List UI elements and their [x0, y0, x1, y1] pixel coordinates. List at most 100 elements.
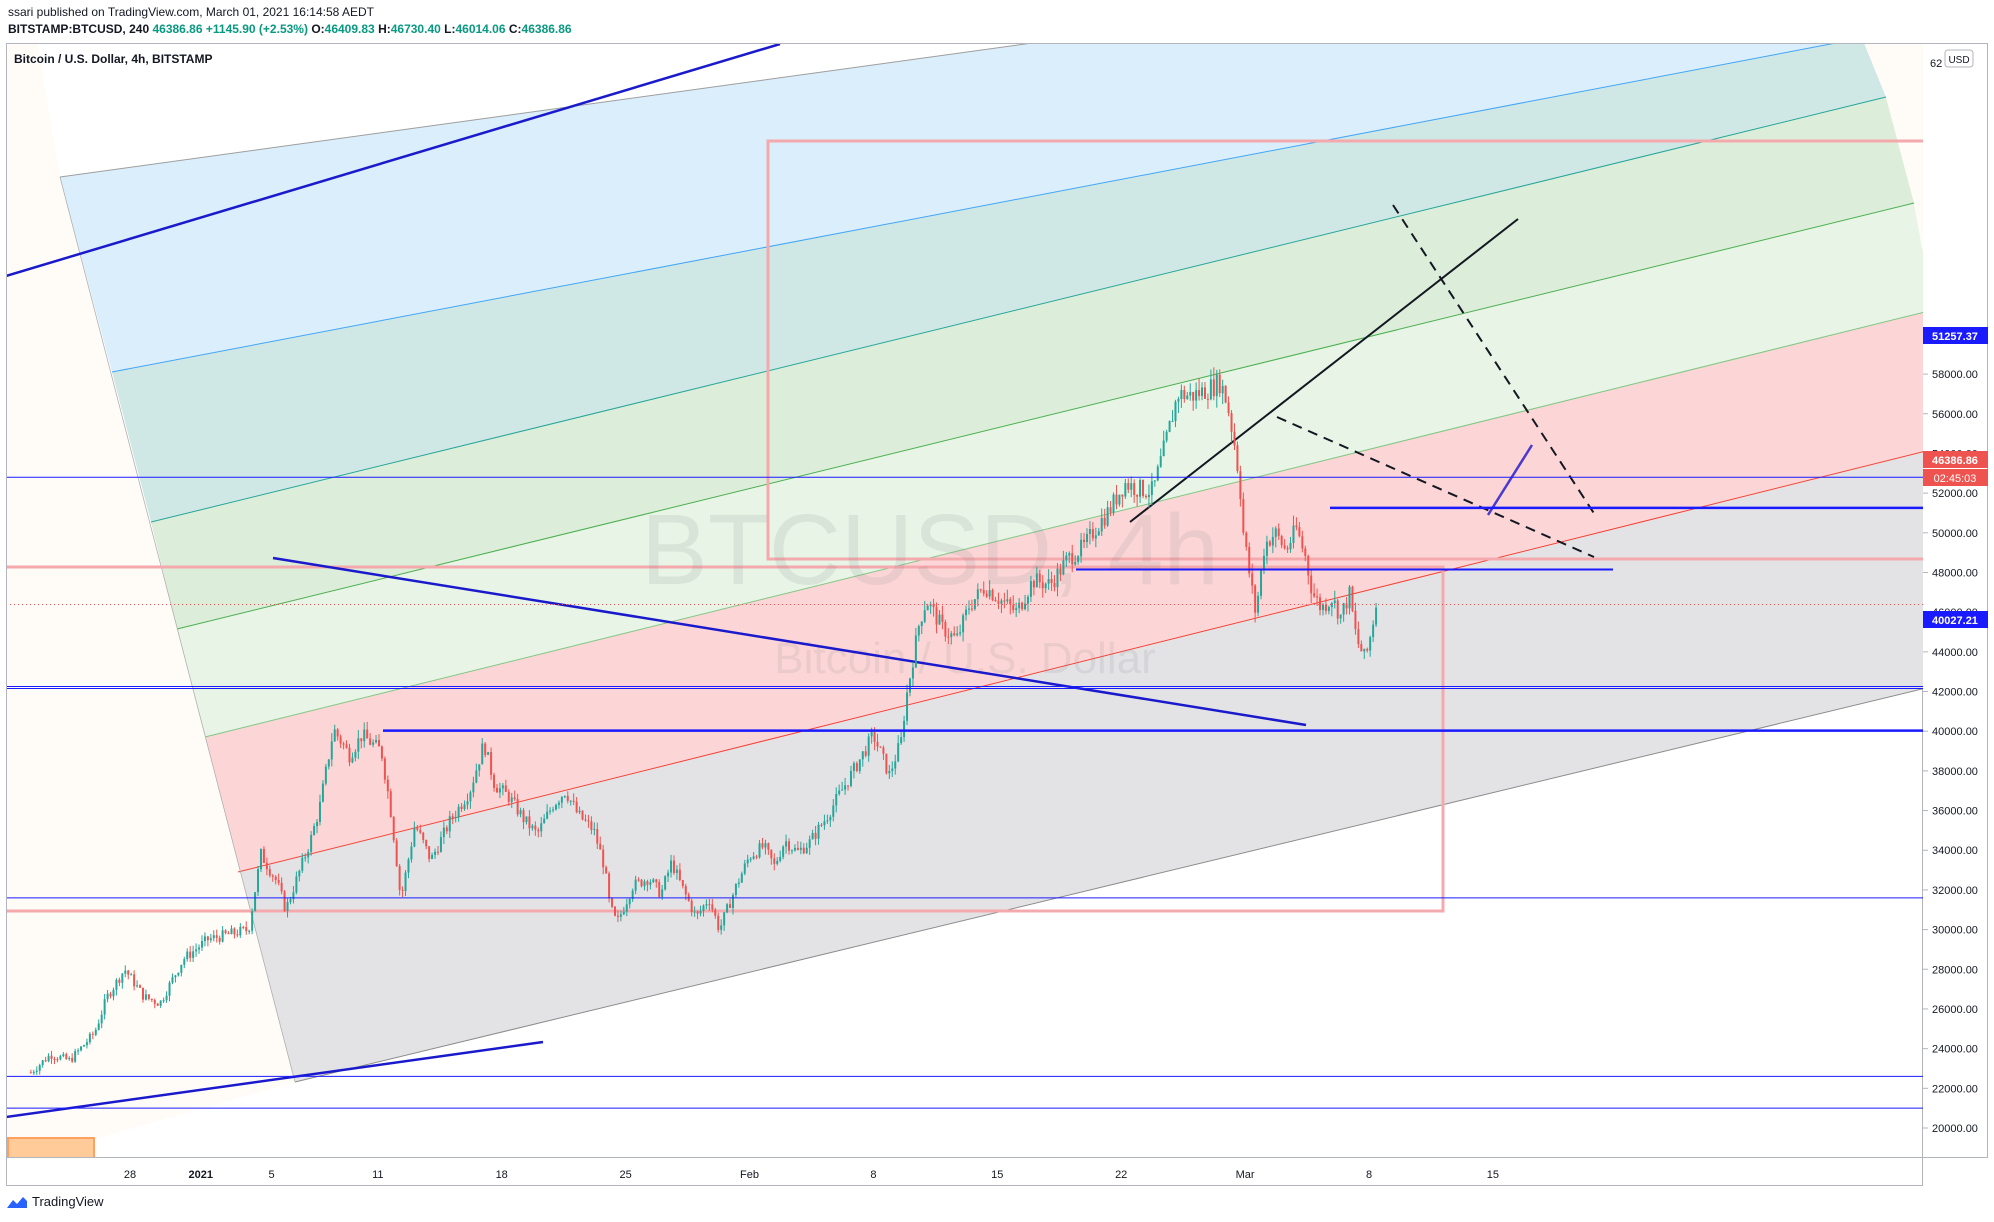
candle-body [484, 743, 487, 755]
candle-body [1050, 579, 1053, 584]
candle-body [1319, 597, 1322, 611]
candle-body [277, 880, 280, 883]
candle-body [826, 820, 829, 822]
trendline-top-left[interactable] [6, 44, 781, 278]
candle-body [236, 934, 239, 936]
candle-body [1283, 545, 1286, 549]
candle-body [1192, 392, 1195, 401]
candle-body [192, 951, 195, 958]
trendline-purple[interactable] [1486, 444, 1534, 516]
zone-rect-lower[interactable] [5, 565, 1445, 913]
candle-body [611, 897, 614, 907]
candle-body [77, 1050, 80, 1052]
candle-body [1301, 536, 1304, 549]
candle-body [29, 1072, 32, 1074]
low-value: 46014.06 [455, 22, 506, 36]
candle-body [215, 935, 218, 938]
trendline-dashed-upper[interactable] [1392, 204, 1598, 519]
channel-line-3[interactable] [176, 202, 1915, 630]
candle-body [357, 738, 360, 752]
candle-body [790, 850, 793, 852]
channel-line-5[interactable] [237, 445, 1950, 873]
candle-body [1142, 479, 1145, 496]
candle-body [1083, 539, 1086, 543]
candle-body [1029, 580, 1032, 597]
candle-body [649, 882, 652, 885]
candle-body [259, 849, 262, 870]
zone-rect-small[interactable] [7, 1137, 95, 1158]
channel-top-line[interactable] [59, 0, 1830, 178]
time-scale[interactable] [6, 1157, 1923, 1186]
candle-body [1215, 374, 1218, 397]
candle-body [1372, 624, 1375, 638]
candle-body [339, 736, 342, 744]
channel-line-2[interactable] [150, 96, 1887, 523]
candle-body [1280, 536, 1283, 546]
trendline-descending[interactable] [272, 556, 1307, 727]
candle-body [549, 810, 552, 812]
candle-body [805, 847, 808, 854]
channel-line-4[interactable] [204, 310, 1933, 738]
candle-body [481, 743, 484, 765]
candle-body [498, 788, 501, 793]
candle-body [274, 876, 277, 881]
candle-body [1162, 440, 1165, 457]
y-tick-label: 24000.00 [1932, 1044, 1978, 1056]
last-price-text: 46386.86 [1932, 455, 1978, 467]
candle-body [560, 796, 563, 803]
candle-body [1080, 539, 1083, 557]
candle-body [242, 926, 245, 928]
candle-body [1171, 421, 1174, 423]
candle-body [876, 741, 879, 747]
candle-body [900, 737, 903, 744]
candle-body [1227, 402, 1230, 414]
candle-body [1018, 602, 1021, 609]
change-value: +1145.90 (+2.53%) [205, 22, 308, 36]
trendline-bottom[interactable] [6, 1040, 544, 1119]
channel-line-1[interactable] [111, 38, 1862, 373]
candle-body [985, 593, 988, 597]
candle-body [746, 859, 749, 864]
candle-body [758, 843, 761, 858]
candle-body [1156, 466, 1159, 481]
zone-rect-upper[interactable] [766, 139, 1928, 561]
trendline-dashed-lower[interactable] [1276, 416, 1595, 558]
price-scale[interactable] [1922, 43, 1988, 1158]
footer-brand[interactable]: TradingView [6, 1194, 104, 1209]
candle-body [280, 882, 283, 892]
candle-body [914, 635, 917, 668]
x-tick-label: 11 [372, 1169, 383, 1181]
price-top-partial: 62 [1930, 58, 1942, 70]
candle-body [1097, 531, 1100, 536]
candle-body [667, 872, 670, 877]
candle-body [342, 743, 345, 745]
currency-badge[interactable] [1944, 49, 1974, 68]
candle-body [755, 856, 758, 858]
candle-body [183, 959, 186, 965]
candle-body [1062, 560, 1065, 575]
candle-body [696, 911, 699, 914]
candle-body [313, 826, 316, 835]
legend-title: Bitcoin / U.S. Dollar, 4h, BITSTAMP [14, 52, 212, 66]
candle-body [888, 770, 891, 774]
channel-bottom-line[interactable] [294, 675, 1980, 1083]
level-tag-1-text: 51257.37 [1932, 331, 1978, 343]
candle-body [670, 860, 673, 873]
candle-body [708, 904, 711, 906]
candle-body [897, 743, 900, 762]
trendline-black[interactable] [1129, 218, 1519, 523]
candle-body [782, 846, 785, 857]
candle-body [879, 746, 882, 748]
candle-body [602, 849, 605, 868]
candle-body [118, 979, 121, 983]
candle-body [416, 828, 419, 830]
price-chart[interactable]: BTCUSD, 4h Bitcoin / U.S. Dollar 20000.0… [0, 0, 1994, 1190]
countdown-text: 02:45:03 [1934, 473, 1977, 485]
candle-body [1021, 602, 1024, 610]
y-tick-label: 48000.00 [1932, 567, 1978, 579]
candle-body [1094, 535, 1097, 539]
channel-band-teal [112, 44, 1886, 522]
x-tick-label: 2021 [189, 1169, 213, 1181]
candle-body [82, 1045, 85, 1047]
candle-body [608, 873, 611, 898]
